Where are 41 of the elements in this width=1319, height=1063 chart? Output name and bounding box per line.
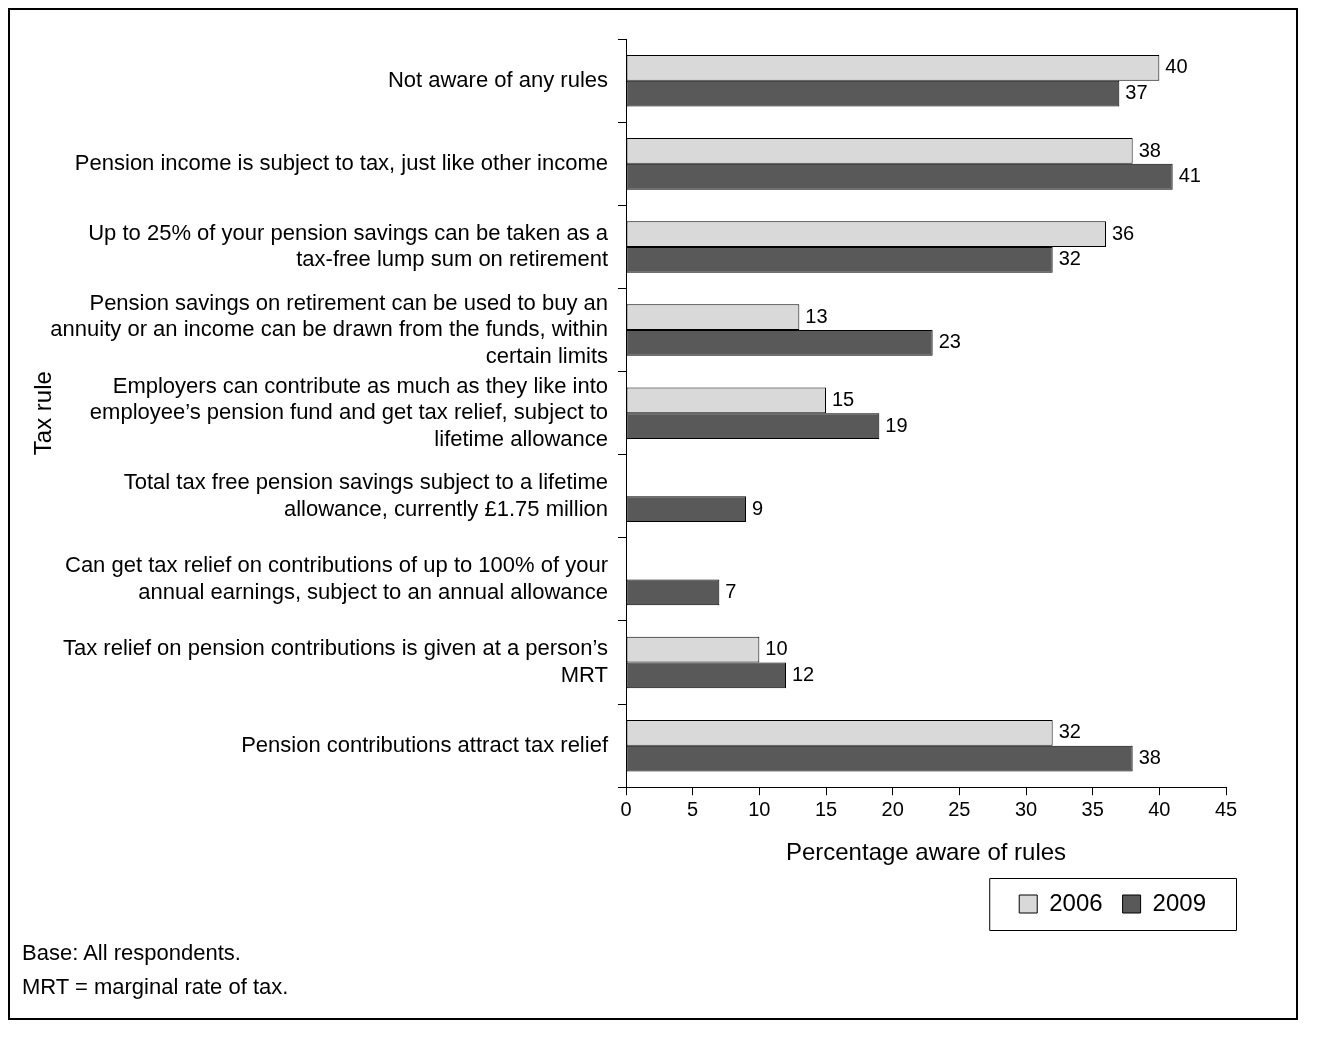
data-label: 13 bbox=[805, 304, 828, 327]
x-tick-label: 15 bbox=[814, 797, 838, 820]
x-tick-label: 45 bbox=[1214, 797, 1238, 820]
x-tick-label: 20 bbox=[881, 797, 904, 820]
legend-label: 2009 bbox=[1152, 888, 1206, 916]
data-label: 32 bbox=[1058, 720, 1081, 743]
x-tick-label: 0 bbox=[620, 797, 632, 820]
data-label: 9 bbox=[752, 496, 764, 519]
y-tick-label: Pension savings on retirement can be used to buy an annuity or an income can be drawn from the funds, within certain limits bbox=[50, 289, 608, 368]
data-label: 38 bbox=[1138, 138, 1161, 161]
y-tick-label: Pension contributions attract tax relief bbox=[241, 731, 609, 757]
data-label: 7 bbox=[725, 579, 737, 602]
data-label: 10 bbox=[765, 637, 788, 660]
data-label: 15 bbox=[832, 387, 855, 410]
x-tick-label: 10 bbox=[748, 797, 771, 820]
text: MRT = marginal rate of tax. bbox=[22, 973, 290, 1001]
x-tick-label: 25 bbox=[948, 797, 971, 820]
data-label: 23 bbox=[938, 330, 961, 353]
x-tick-label: 30 bbox=[1014, 797, 1038, 820]
y-tick-label: Pension income is subject to tax, just like other income bbox=[74, 149, 608, 175]
x-tick-label: 40 bbox=[1148, 797, 1171, 820]
y-tick-label: Up to 25% of your pension savings can be taken as a tax-free lump sum on retirement bbox=[88, 219, 609, 272]
y-tick-label: Employers can contribute as much as they like into employee’s pension fund and get tax relief, subject to lifetime allowance bbox=[89, 372, 608, 451]
legend-label: 2006 bbox=[1049, 888, 1103, 916]
data-label: 36 bbox=[1112, 221, 1135, 244]
text: Base: All respondents. bbox=[22, 939, 242, 967]
data-label: 41 bbox=[1178, 164, 1201, 187]
data-label: 19 bbox=[885, 413, 908, 436]
data-label: 40 bbox=[1165, 55, 1188, 78]
y-tick-label: Can get tax relief on contributions of up to 100% of your annual earnings, subject to an annual allowance bbox=[65, 552, 608, 604]
data-label: 12 bbox=[792, 662, 815, 685]
y-axis-title: Tax rule bbox=[29, 371, 57, 456]
x-axis-title: Percentage aware of rules bbox=[785, 838, 1067, 866]
x-tick-label: 35 bbox=[1081, 797, 1104, 820]
x-tick-label: 5 bbox=[687, 797, 699, 820]
data-label: 38 bbox=[1138, 746, 1161, 769]
data-label: 37 bbox=[1125, 81, 1148, 104]
data-label: 32 bbox=[1058, 247, 1081, 270]
y-tick-label: Not aware of any rules bbox=[387, 66, 608, 92]
y-tick-label: Tax relief on pension contributions is given at a person’s MRT bbox=[62, 635, 608, 687]
y-tick-label: Total tax free pension savings subject to a lifetime allowance, currently £1.75 million bbox=[123, 469, 608, 521]
